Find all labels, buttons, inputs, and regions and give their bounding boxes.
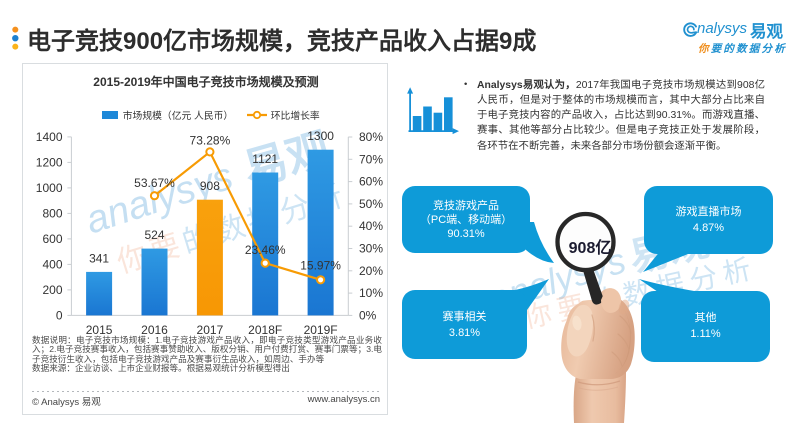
svg-text:1400: 1400 [36,130,63,144]
svg-text:400: 400 [42,257,62,271]
svg-text:10%: 10% [359,286,383,300]
svg-text:2018F: 2018F [248,323,282,337]
svg-text:908: 908 [200,179,220,193]
svg-text:30%: 30% [359,242,383,256]
svg-text:1300: 1300 [307,129,334,143]
svg-text:2017: 2017 [197,323,224,337]
svg-text:15.97%: 15.97% [300,259,341,273]
svg-text:600: 600 [42,232,62,246]
svg-text:1200: 1200 [36,155,63,169]
svg-text:70%: 70% [359,152,383,166]
svg-text:2015: 2015 [86,323,113,337]
svg-text:20%: 20% [359,264,383,278]
svg-text:53.67%: 53.67% [134,176,175,190]
svg-text:23.46%: 23.46% [245,243,286,257]
svg-text:80%: 80% [359,130,383,144]
svg-text:73.28%: 73.28% [190,134,231,148]
svg-text:0: 0 [56,308,63,322]
svg-text:341: 341 [89,252,109,266]
svg-text:1121: 1121 [252,152,278,166]
svg-text:50%: 50% [359,197,383,211]
svg-text:40%: 40% [359,219,383,233]
svg-text:1000: 1000 [36,181,63,195]
svg-text:800: 800 [42,206,62,220]
svg-text:60%: 60% [359,175,383,189]
svg-text:0%: 0% [359,308,377,322]
svg-text:2019F: 2019F [304,323,338,337]
svg-text:2016: 2016 [141,323,168,337]
svg-text:524: 524 [144,228,164,242]
svg-text:200: 200 [42,283,62,297]
